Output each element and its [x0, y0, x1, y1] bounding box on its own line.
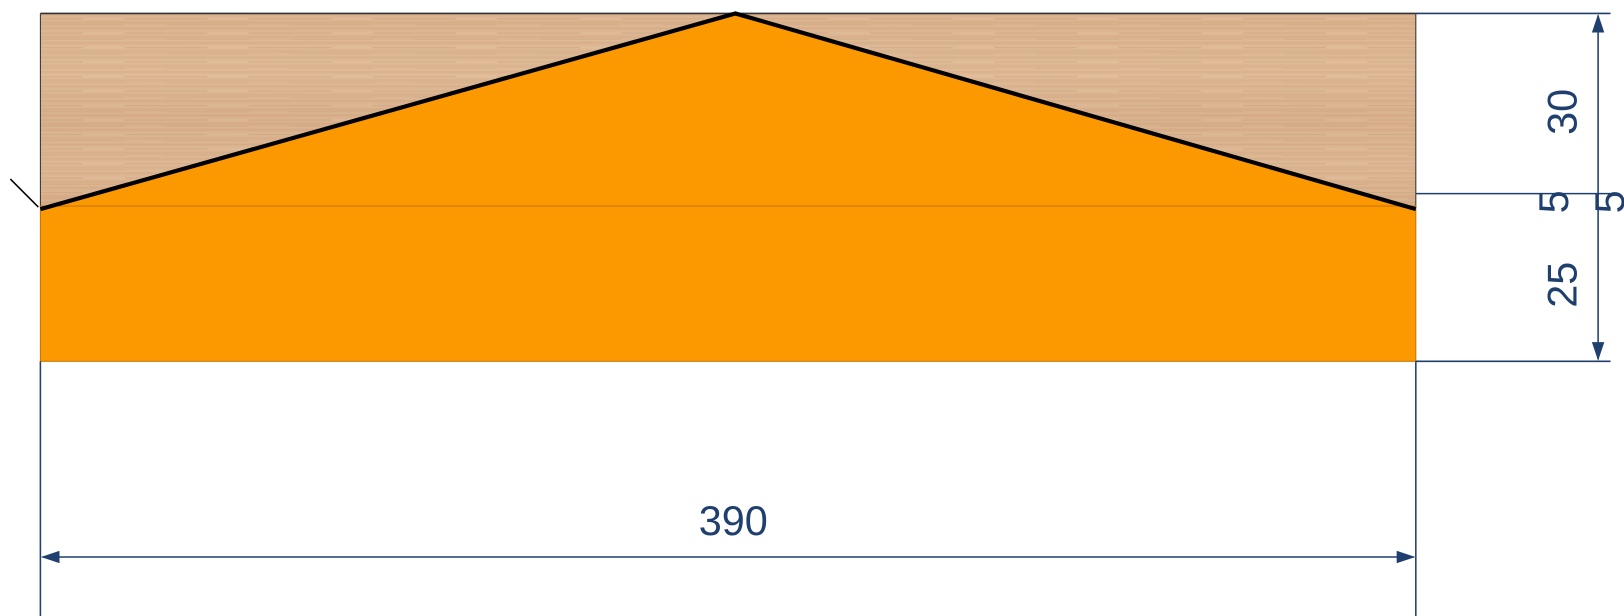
dimension-label: 25 [1539, 262, 1585, 308]
drawing: 30 5 5 25 390 [0, 0, 1624, 616]
dimension-label: 30 [1539, 89, 1585, 135]
leader [10, 179, 38, 207]
dimension-label: 5 [1531, 190, 1577, 213]
dimension-label: 5 [1587, 190, 1624, 213]
dimension-label: 390 [699, 498, 768, 544]
base-block [40, 206, 1415, 361]
